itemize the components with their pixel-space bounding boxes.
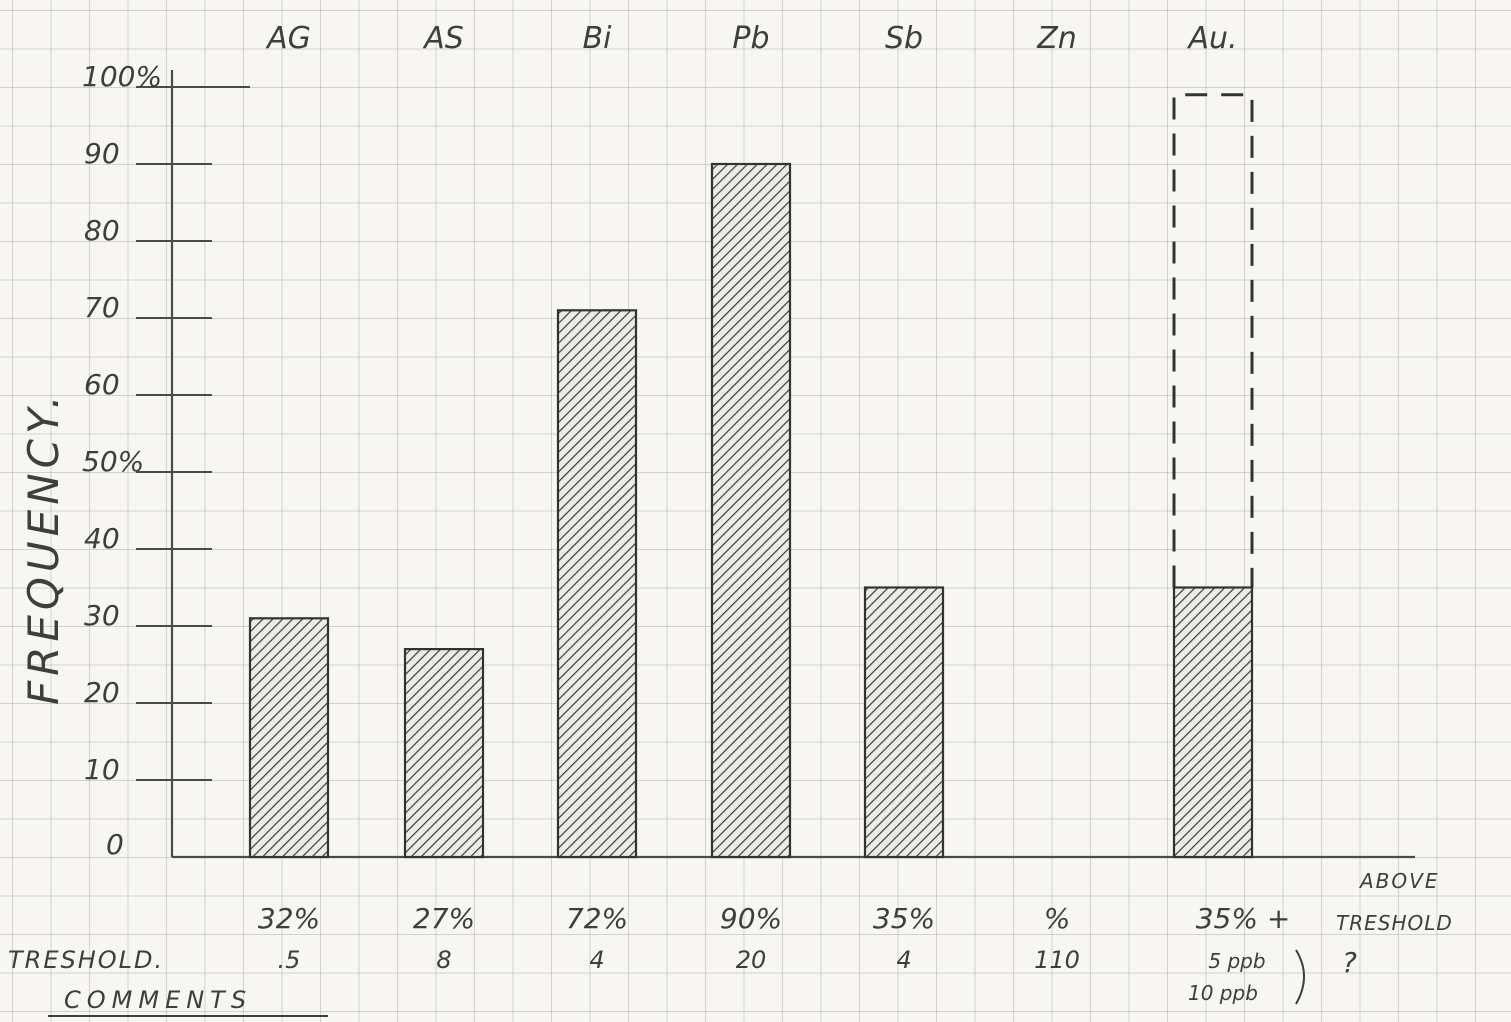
tick-label-50: 50% xyxy=(82,445,144,478)
tick-label-30: 30 xyxy=(84,599,120,632)
percent-label-0: 32% xyxy=(258,902,320,935)
percent-label-6: 35% + xyxy=(1196,902,1291,935)
tick-label-90: 90 xyxy=(84,137,120,170)
threshold-value-1: 8 xyxy=(436,946,451,974)
category-label-au: Au. xyxy=(1186,21,1237,56)
threshold-value-2: 4 xyxy=(589,946,604,974)
tick-label-70: 70 xyxy=(84,291,120,324)
comments-label: COMMENTS xyxy=(64,986,252,1014)
category-labels: AG AS Bi Pb Sb Zn Au. xyxy=(265,21,1237,56)
threshold-value-0: .5 xyxy=(278,946,301,974)
bar-bi xyxy=(556,309,638,859)
tick-label-20: 20 xyxy=(84,676,120,709)
category-label-sb: Sb xyxy=(885,21,923,56)
threshold-value-3: 20 xyxy=(736,946,767,974)
percent-labels: 32% 27% 72% 90% 35%% 35% + xyxy=(258,902,1290,935)
category-label-as: AS xyxy=(422,21,464,56)
percent-label-5: % xyxy=(1044,902,1071,935)
percent-label-3: 90% xyxy=(720,902,782,935)
y-ticks: 0 10 20 30 40 50% 60 70 80 90 100% xyxy=(82,60,250,861)
tick-label-0: 0 xyxy=(106,828,124,861)
bars xyxy=(248,93,1254,859)
percent-label-2: 72% xyxy=(566,902,628,935)
threshold-values: .5 8 4 20 4 110 5 ppb xyxy=(278,946,1266,974)
category-label-bi: Bi xyxy=(583,21,613,56)
bracket xyxy=(1295,949,1305,1005)
threshold-value-5: 110 xyxy=(1034,946,1080,974)
bar-au xyxy=(1172,586,1254,859)
percent-label-4: 35% xyxy=(873,902,935,935)
y-axis-title: FREQUENCY. xyxy=(19,390,68,705)
tick-label-10: 10 xyxy=(84,753,120,786)
bar-ag xyxy=(248,617,330,859)
treshold-right-label: TRESHOLD xyxy=(1336,911,1453,935)
tick-label-80: 80 xyxy=(84,214,120,247)
category-label-zn: Zn xyxy=(1036,21,1077,56)
threshold-value-4: 4 xyxy=(896,946,911,974)
tick-label-100: 100% xyxy=(82,60,162,93)
above-label: ABOVE xyxy=(1358,869,1439,893)
category-label-pb: Pb xyxy=(732,21,769,56)
threshold-value-6: 5 ppb xyxy=(1208,949,1265,973)
au-second-threshold: 10 ppb xyxy=(1188,981,1258,1005)
bar-as xyxy=(403,647,485,859)
category-label-ag: AG xyxy=(265,21,311,56)
tick-label-40: 40 xyxy=(84,522,120,555)
bar-pb xyxy=(710,162,792,859)
threshold-label: TRESHOLD. xyxy=(8,946,164,974)
au-dashed-extension xyxy=(1172,93,1254,588)
tick-label-60: 60 xyxy=(84,368,120,401)
bar-sb xyxy=(863,586,945,859)
percent-label-1: 27% xyxy=(413,902,475,935)
question-mark: ? xyxy=(1342,946,1357,979)
